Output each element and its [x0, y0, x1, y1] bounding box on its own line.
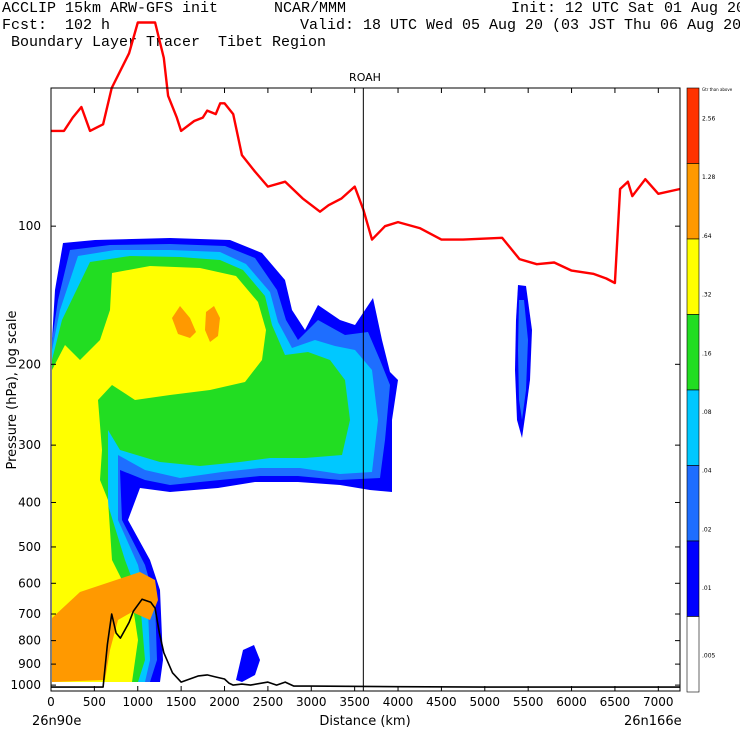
y-tick-label: 700 — [18, 607, 41, 621]
y-tick-label: 200 — [18, 357, 41, 371]
colorbar-segment — [686, 540, 700, 617]
header-field-name: Boundary Layer Tracer Tibet Region — [2, 34, 327, 51]
contour-band-6 — [52, 572, 158, 682]
x-tick-label: 2000 — [209, 695, 240, 709]
colorbar-label: Gtr than above — [702, 87, 733, 92]
x-start-location: 26n90e — [32, 714, 81, 729]
y-tick-label: 1000 — [10, 678, 41, 692]
y-tick-label: 800 — [18, 634, 41, 648]
colorbar-segment — [686, 87, 700, 164]
header-forecast-hour: Fcst: 102 h — [2, 17, 111, 34]
contour-band-6-a — [172, 306, 196, 338]
x-tick-label: 1000 — [122, 695, 153, 709]
colorbar-segment — [686, 163, 700, 240]
y-tick-label: 500 — [18, 540, 41, 554]
colorbar-segment — [686, 238, 700, 315]
tracer-contour-fills — [52, 238, 532, 682]
y-tick-label: 400 — [18, 495, 41, 509]
colorbar-label: .64 — [702, 233, 712, 240]
x-tick-label: 5000 — [470, 695, 501, 709]
colorbar-label: .32 — [702, 292, 712, 299]
contour-band-5 — [52, 266, 266, 682]
x-tick-label: 500 — [83, 695, 106, 709]
x-tick-label: 4500 — [426, 695, 457, 709]
colorbar-label: 2.56 — [702, 115, 716, 122]
x-end-location: 26n166e — [624, 714, 682, 729]
colorbar-label: .005 — [702, 652, 716, 659]
x-tick-label: 6000 — [556, 695, 587, 709]
colorbar-segment — [686, 314, 700, 391]
x-tick-label: 2500 — [253, 695, 284, 709]
header-init-time: Init: 12 UTC Sat 01 Aug 20 — [511, 0, 740, 17]
colorbar: Gtr than above 2.56 1.28 .64 .32 .16 .08 .04 .02… — [686, 87, 733, 693]
colorbar-label: .02 — [702, 526, 712, 533]
plot-frame — [50, 87, 681, 692]
contour-band-6-b — [205, 306, 220, 342]
tropopause-line — [51, 21, 681, 285]
x-tick-label: 0 — [47, 695, 55, 709]
y-tick-label: 100 — [18, 219, 41, 233]
colorbar-label: .04 — [702, 468, 712, 475]
x-tick-label: 6500 — [600, 695, 631, 709]
contour-band-2-east — [518, 300, 528, 420]
x-tick-label: 7000 — [643, 695, 674, 709]
contour-band-1-small — [236, 645, 260, 682]
colorbar-label: .08 — [702, 409, 712, 416]
y-axis-label: Pressure (hPa), log scale — [5, 311, 20, 470]
colorbar-segment — [686, 389, 700, 466]
x-tick-label: 3500 — [339, 695, 370, 709]
x-tick-label: 4000 — [383, 695, 414, 709]
header-org: NCAR/MMM — [274, 0, 347, 17]
colorbar-label: 1.28 — [702, 174, 716, 181]
colorbar-label: .16 — [702, 350, 712, 357]
x-tick-label: 1500 — [166, 695, 197, 709]
x-tick-label: 3000 — [296, 695, 327, 709]
header-valid-time: Valid: 18 UTC Wed 05 Aug 20 (03 JST Thu … — [300, 17, 740, 34]
y-tick-label: 600 — [18, 576, 41, 590]
x-axis-label: Distance (km) — [319, 714, 410, 729]
colorbar-segment — [686, 616, 700, 693]
cross-section-title: ROAH — [349, 71, 381, 84]
colorbar-label: .01 — [702, 585, 712, 592]
y-tick-label: 900 — [18, 657, 41, 671]
x-tick-label: 5500 — [513, 695, 544, 709]
y-tick-label: 300 — [18, 438, 41, 452]
terrain-line — [51, 598, 680, 688]
header-model-title: ACCLIP 15km ARW-GFS init — [2, 0, 219, 17]
colorbar-segment — [686, 465, 700, 542]
